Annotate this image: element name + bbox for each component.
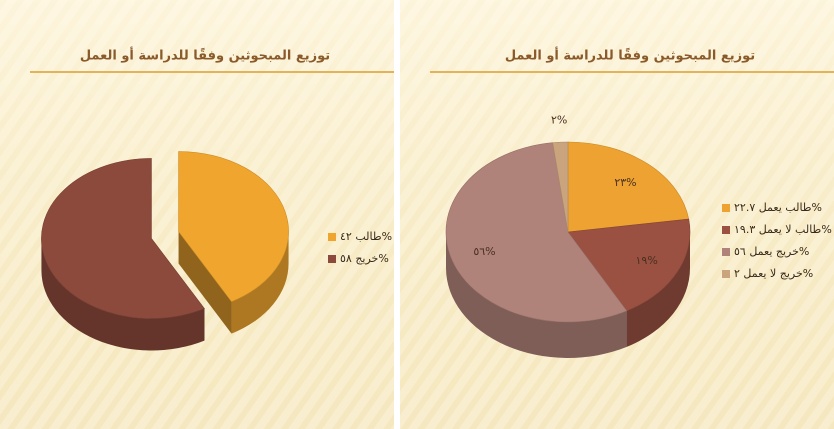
- legend-label: طالب يعمل ٢٢.٧%: [734, 201, 822, 214]
- slice-side: [626, 232, 690, 347]
- legend-swatch: [722, 204, 730, 212]
- legend-swatch: [722, 248, 730, 256]
- legend-label: خريج يعمل ٥٦%: [734, 245, 809, 258]
- legend-swatch: [722, 226, 730, 234]
- slice-side: [445, 232, 627, 358]
- slice-side: [178, 231, 232, 334]
- legend-label: طالب لا يعمل ١٩.٣%: [734, 223, 832, 236]
- chart-title: توزيع المبحوثين وفقًا للدراسة أو العمل: [80, 47, 330, 64]
- chart-title: توزيع المبحوثين وفقًا للدراسة أو العمل: [505, 47, 755, 64]
- legend-label: خريج ٥٨%: [340, 252, 389, 265]
- pie-slice: [567, 218, 691, 312]
- data-label: ٥٦%: [473, 245, 495, 258]
- data-label: ٢٣%: [614, 176, 636, 189]
- slice-side: [231, 231, 289, 334]
- legend-label: خريج لا يعمل ٢%: [734, 267, 813, 280]
- pie-slice: [41, 158, 205, 319]
- pie-slice: [552, 141, 569, 233]
- pie-slice: [445, 142, 628, 323]
- slice-side: [41, 238, 205, 351]
- data-label: ٢%: [551, 114, 567, 127]
- legend-swatch: [328, 233, 336, 241]
- data-label: ١٩%: [635, 254, 657, 267]
- legend-label: طالب ٤٢%: [340, 230, 392, 243]
- legend-swatch: [722, 270, 730, 278]
- pie-slice: [567, 141, 690, 233]
- legend-swatch: [328, 255, 336, 263]
- pie-slice: [178, 151, 289, 302]
